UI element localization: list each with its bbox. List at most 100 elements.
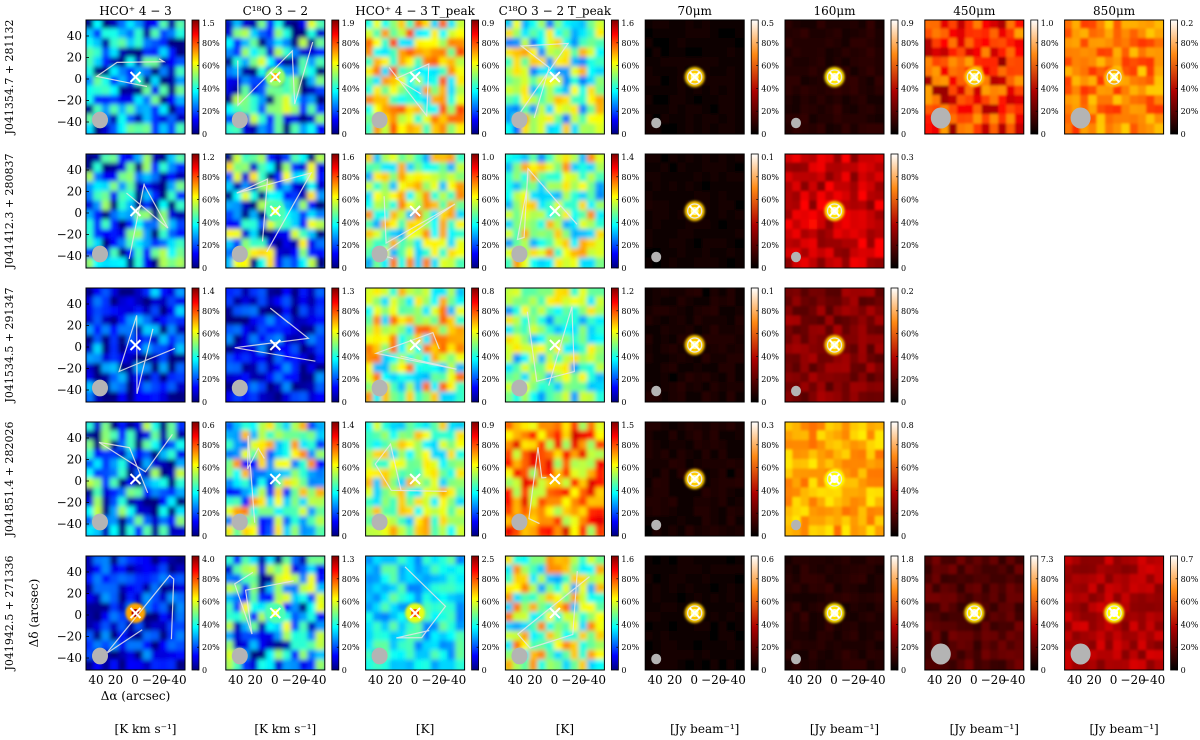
colorbar: [331, 287, 340, 403]
colorbar: [471, 555, 480, 671]
colorbar-max-label: 1.0: [482, 153, 495, 162]
row-label: J041412.3 + 280837: [3, 153, 16, 269]
beam-ellipse-icon: [92, 513, 108, 531]
colorbar-tick-label: 60%: [621, 196, 639, 205]
map-panel: 1.3 80% 60% 40% 20% 0: [225, 555, 360, 675]
colorbar-tick-label: 80%: [901, 575, 919, 584]
column-title: 70μm: [677, 4, 712, 18]
source-marker-icon: [968, 71, 981, 83]
colorbar-tick-label: 40%: [482, 84, 500, 93]
colorbar-tick-label: 20%: [761, 643, 779, 652]
unit-label: [Jy beam⁻¹]: [1089, 722, 1158, 736]
beam-ellipse-icon: [651, 385, 662, 397]
y-tick-label: 40: [67, 297, 82, 311]
colorbar-tick-label: 40%: [202, 352, 220, 361]
colorbar-tick-label: 0: [761, 532, 766, 541]
colorbar-tick-label: 20%: [901, 241, 919, 250]
map-panel: 0.5 80% 60% 40% 20% 0: [644, 19, 779, 139]
colorbar-max-label: 1.3: [342, 287, 355, 296]
x-tick-label: −20: [701, 673, 726, 687]
colorbar-tick-label: 80%: [342, 307, 360, 316]
map-panel: 0.1 80% 60% 40% 20% 0: [644, 153, 779, 273]
colorbar-tick-label: 0: [621, 130, 626, 139]
colorbar-tick-label: 80%: [482, 39, 500, 48]
column-title: 850μm: [1093, 4, 1136, 18]
colorbar-tick-label: 0: [342, 264, 347, 273]
source-marker-icon: [269, 205, 282, 217]
source-marker-icon: [269, 473, 282, 485]
colorbar-max-label: 1.9: [342, 19, 355, 28]
colorbar-tick-label: 40%: [482, 352, 500, 361]
colorbar-max-label: 1.4: [202, 287, 215, 296]
colorbar-max-label: 0.3: [761, 421, 774, 430]
colorbar-tick-label: 80%: [901, 441, 919, 450]
map-image: [86, 154, 185, 268]
colorbar-tick-label: 80%: [1041, 575, 1059, 584]
x-tick-label: 20: [667, 673, 682, 687]
x-tick-label: −40: [441, 673, 466, 687]
colorbar-max-label: 0.1: [761, 153, 774, 162]
x-tick-label: 0: [551, 673, 559, 687]
colorbar-tick-label: 0: [342, 398, 347, 407]
colorbar-tick-label: 40%: [482, 486, 500, 495]
colorbar-tick-label: 60%: [1181, 598, 1199, 607]
unit-label: [K]: [416, 722, 434, 736]
map-panel: 4.0 80% 60% 40% 20% 0: [85, 555, 220, 675]
colorbar: [191, 287, 200, 403]
source-marker-icon: [409, 205, 421, 217]
colorbar-tick-label: 20%: [202, 509, 220, 518]
colorbar: [471, 287, 480, 403]
colorbar-tick-label: 40%: [342, 218, 360, 227]
colorbar-tick-label: 0: [1041, 666, 1046, 675]
colorbar-tick-label: 80%: [621, 441, 639, 450]
colorbar-tick-label: 0: [621, 398, 626, 407]
map-panel: 0.9 80% 60% 40% 20% 0: [365, 19, 500, 139]
y-tick-label: −40: [57, 115, 82, 129]
y-tick-label: 0: [74, 72, 82, 86]
colorbar: [471, 421, 480, 537]
axes: Δδ (arcsec)40200−20−4040200−20−4040200−2…: [27, 29, 1165, 703]
colorbar-tick-label: 40%: [202, 84, 220, 93]
x-tick-label: 0: [411, 673, 419, 687]
colorbar-tick-label: 60%: [482, 464, 500, 473]
beam-ellipse-icon: [92, 379, 108, 397]
source-marker-icon: [409, 339, 421, 351]
source-marker-icon: [129, 339, 142, 351]
colorbar-tick-label: 80%: [761, 173, 779, 182]
y-tick-label: 20: [67, 319, 82, 333]
source-marker-icon: [269, 607, 282, 619]
colorbar: [750, 555, 759, 671]
x-tick-label: 20: [807, 673, 822, 687]
colorbar-tick-label: 80%: [342, 39, 360, 48]
colorbar-tick-label: 60%: [621, 330, 639, 339]
colorbar-tick-label: 20%: [482, 643, 500, 652]
y-tick-label: 20: [67, 185, 82, 199]
map-panel: 1.0 80% 60% 40% 20% 0: [924, 19, 1059, 139]
x-axis-label: Δα (arcsec): [101, 689, 171, 703]
colorbar-tick-label: 60%: [1181, 62, 1199, 71]
colorbar-tick-label: 60%: [761, 464, 779, 473]
colorbar-tick-label: 40%: [202, 486, 220, 495]
colorbar-tick-label: 0: [342, 130, 347, 139]
source-marker-icon: [828, 339, 841, 351]
colorbar-tick-label: 40%: [621, 620, 639, 629]
colorbar-tick-label: 80%: [482, 575, 500, 584]
colorbar: [1030, 19, 1039, 135]
colorbar-tick-label: 0: [482, 130, 487, 139]
colorbar-tick-label: 40%: [621, 352, 639, 361]
colorbar: [890, 287, 899, 403]
colorbar-tick-label: 80%: [202, 307, 220, 316]
colorbar: [191, 153, 200, 269]
beam-ellipse-icon: [1070, 643, 1091, 665]
beam-ellipse-icon: [92, 111, 108, 129]
map-panel: 1.6 80% 60% 40% 20% 0: [504, 555, 640, 675]
y-tick-label: −20: [57, 630, 82, 644]
colorbar-tick-label: 0: [1041, 130, 1046, 139]
colorbar-tick-label: 40%: [342, 352, 360, 361]
colorbar-tick-label: 40%: [901, 84, 919, 93]
y-tick-label: 40: [67, 431, 82, 445]
x-tick-label: 40: [1067, 673, 1082, 687]
beam-ellipse-icon: [231, 245, 248, 263]
colorbar-tick-label: 0: [1181, 130, 1186, 139]
x-tick-label: 20: [248, 673, 263, 687]
